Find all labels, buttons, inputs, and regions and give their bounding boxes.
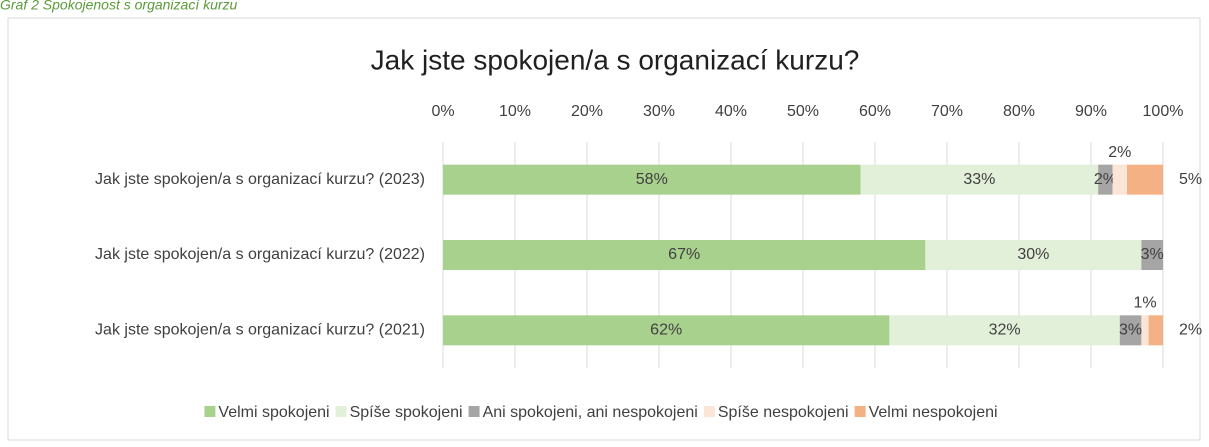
bar-segment <box>443 240 926 270</box>
legend-swatch <box>335 406 347 417</box>
data-label: 62% <box>650 322 682 339</box>
legend-swatch <box>703 406 715 417</box>
data-label: 33% <box>963 171 995 188</box>
bar-segment <box>1127 164 1163 195</box>
chart-frame <box>7 17 1201 441</box>
data-label: 1% <box>1133 295 1156 312</box>
x-tick-label: 70% <box>931 103 963 120</box>
x-tick-label: 20% <box>571 103 603 120</box>
data-label: 2% <box>1094 171 1117 188</box>
x-tick-label: 50% <box>787 103 819 120</box>
x-tick-label: 90% <box>1075 103 1107 120</box>
chart-title: Jak jste spokojen/a s organizací kurzu? <box>371 44 860 75</box>
bar-segment <box>1119 315 1142 346</box>
data-label: 3% <box>1119 322 1142 339</box>
x-tick-label: 40% <box>715 103 747 120</box>
bar-segment <box>1112 164 1127 195</box>
bar-segment <box>1098 164 1113 195</box>
data-label: 32% <box>989 322 1021 339</box>
legend-label: Spíše nespokojeni <box>718 404 849 421</box>
caption: Graf 2 Spokojenost s organizací kurzu <box>0 0 238 13</box>
data-label: 3% <box>1141 246 1164 263</box>
legend-label: Velmi nespokojeni <box>869 404 998 421</box>
legend-swatch <box>854 406 866 417</box>
data-label: 2% <box>1179 322 1202 339</box>
legend-label: Ani spokojeni, ani nespokojeni <box>483 404 698 421</box>
bar-segment <box>1141 315 1149 346</box>
legend-swatch <box>468 406 480 417</box>
data-label: 58% <box>636 171 668 188</box>
bar-segment <box>925 240 1142 270</box>
x-tick-label: 80% <box>1003 103 1035 120</box>
bar-segment <box>1148 315 1163 346</box>
bar-segment <box>1141 240 1163 270</box>
y-tick-label: Jak jste spokojen/a s organizací kurzu? … <box>95 322 425 339</box>
data-label: 5% <box>1179 171 1202 188</box>
y-tick-label: Jak jste spokojen/a s organizací kurzu? … <box>95 171 425 188</box>
x-tick-label: 30% <box>643 103 675 120</box>
x-tick-label: 60% <box>859 103 891 120</box>
data-label: 30% <box>1017 246 1049 263</box>
y-tick-label: Jak jste spokojen/a s organizací kurzu? … <box>95 246 425 263</box>
bar-segment <box>443 315 890 346</box>
data-label: 67% <box>668 246 700 263</box>
data-label: 2% <box>1108 144 1131 161</box>
bar-segment <box>860 164 1099 195</box>
bar-segment <box>889 315 1120 346</box>
legend-label: Velmi spokojeni <box>218 404 329 421</box>
legend-label: Spíše spokojeni <box>350 404 463 421</box>
x-tick-label: 100% <box>1143 103 1184 120</box>
legend-swatch <box>204 406 216 417</box>
bar-segment <box>443 164 861 195</box>
x-tick-label: 10% <box>499 103 531 120</box>
x-tick-label: 0% <box>431 103 454 120</box>
